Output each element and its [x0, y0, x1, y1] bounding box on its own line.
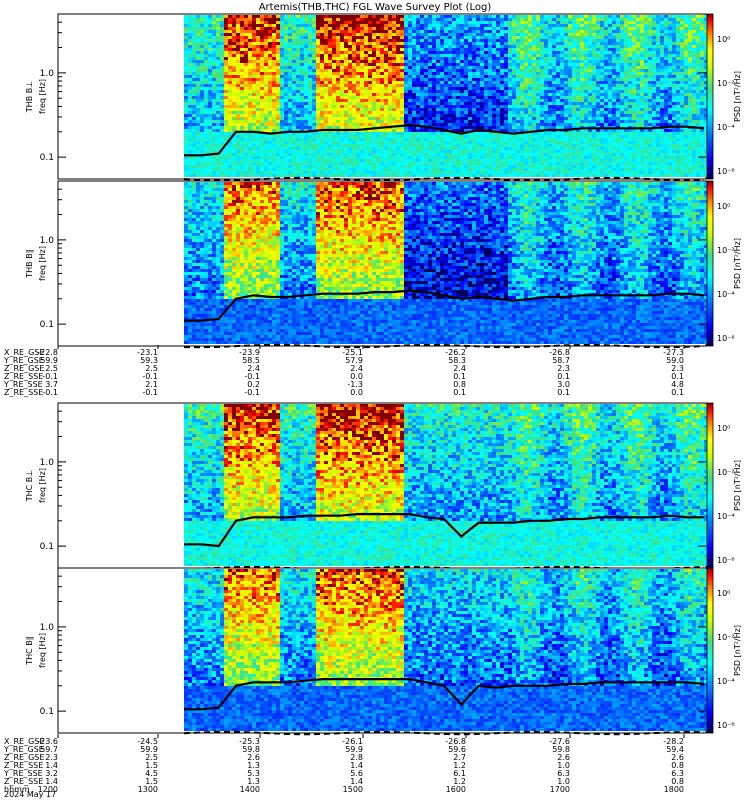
chart-title: Artemis(THB,THC) FGL Wave Survey Plot (L… [259, 2, 492, 13]
colorbar-tick-label: 10⁻² [717, 633, 735, 642]
ephemeris-label: Z_RE_SSE [4, 388, 43, 397]
colorbar-label: PSD [nT²/Hz] [733, 71, 742, 122]
colorbar-tick-label: 10⁻⁴ [717, 123, 735, 132]
y-tick-label: 0.1 [40, 707, 54, 717]
colorbar [707, 568, 713, 733]
ephemeris-value: -0.1 [142, 388, 158, 397]
ephemeris-value: -0.1 [42, 388, 58, 397]
colorbar-tick-label: 10⁻⁶ [717, 334, 735, 343]
y-tick-label: 1.0 [40, 623, 55, 633]
colorbar-tick-label: 10⁻⁴ [717, 677, 735, 686]
colorbar-label: PSD [nT²/Hz] [733, 625, 742, 676]
panel-yunit: freq [Hz] [38, 633, 47, 668]
colorbar-tick-label: 10⁻² [717, 246, 735, 255]
y-tick-label: 0.1 [40, 153, 54, 163]
panel-ylabel: THB B⊥ [25, 81, 34, 113]
panel-ylabel: THB B∥ [25, 249, 34, 278]
panel-ylabel: THC B∥ [25, 636, 34, 666]
colorbar [707, 14, 713, 179]
colorbar-tick-label: 10⁻⁶ [717, 167, 735, 176]
spectrogram-cells [184, 182, 708, 344]
y-tick-label: 0.1 [40, 542, 54, 552]
ephemeris-value: 1500 [343, 785, 363, 794]
panel-2: 1.0 0.1 THB B∥ freq [Hz] 10⁰ 10⁻² 10⁻⁴ 10⁻⁶ PSD … [25, 181, 742, 347]
y-tick-label: 1.0 [40, 69, 55, 79]
ephemeris-thc: X_RE_GSEY_RE_GSEZ_RE_GSEZ_RE_SSEY_RE_SSE… [3, 734, 684, 794]
spectrogram-cells [184, 404, 708, 566]
date-label: 2024 May 17 [4, 790, 56, 799]
colorbar-label: PSD [nT²/Hz] [733, 238, 742, 289]
colorbar-tick-label: 10⁻⁴ [717, 512, 735, 521]
colorbar-tick-label: 10⁻⁶ [717, 556, 735, 565]
y-tick-label: 1.0 [40, 458, 55, 468]
colorbar [707, 403, 713, 568]
ephemeris-value: -0.1 [244, 388, 260, 397]
panel-4: 1.0 0.1 THC B∥ freq [Hz] 10⁰ 10⁻² 10⁻⁴ 10⁻⁶ PSD … [25, 568, 742, 734]
ephemeris-value: 0.0 [350, 388, 363, 397]
colorbar-tick-label: 10⁰ [717, 202, 730, 211]
panel-3: 1.0 0.1 THC B⊥ freq [Hz] 10⁰ 10⁻² 10⁻⁴ 10⁻⁶ PSD … [25, 403, 742, 569]
colorbar-tick-label: 10⁰ [717, 589, 730, 598]
ephemeris-value: 1600 [446, 785, 466, 794]
ephemeris-value: 1300 [138, 785, 158, 794]
ephemeris-value: 0.1 [453, 388, 466, 397]
ephemeris-value: 1400 [240, 785, 260, 794]
spectrogram-cells [184, 15, 708, 177]
colorbar-tick-label: 10⁰ [717, 424, 730, 433]
y-tick-label: 1.0 [40, 236, 55, 246]
colorbar-tick-label: 10⁻⁴ [717, 290, 735, 299]
y-tick-label: 0.1 [40, 320, 54, 330]
panel-ylabel: THC B⊥ [25, 470, 34, 503]
panel-yunit: freq [Hz] [38, 79, 47, 114]
colorbar-tick-label: 10⁰ [717, 35, 730, 44]
panel-yunit: freq [Hz] [38, 468, 47, 503]
panel-1: 1.0 0.1 THB B⊥ freq [Hz] 10⁰ 10⁻² 10⁻⁴ 10⁻⁶ PSD … [25, 14, 742, 180]
panel-yunit: freq [Hz] [38, 246, 47, 281]
colorbar [707, 181, 713, 346]
ephemeris-value: 0.1 [557, 388, 570, 397]
colorbar-label: PSD [nT²/Hz] [733, 460, 742, 511]
spectrogram-cells [184, 569, 708, 731]
ephemeris-value: 1800 [664, 785, 684, 794]
ephemeris-value: 0.1 [671, 388, 684, 397]
panels-layer: 1.0 0.1 THB B⊥ freq [Hz] 10⁰ 10⁻² 10⁻⁴ 10⁻⁶ PSD … [25, 14, 742, 734]
colorbar-tick-label: 10⁻² [717, 468, 735, 477]
colorbar-tick-label: 10⁻⁶ [717, 721, 735, 730]
ephemeris-thb: X_RE_GSEY_RE_GSEZ_RE_GSEZ_RE_SSEY_RE_SSE… [3, 345, 684, 397]
colorbar-tick-label: 10⁻² [717, 79, 735, 88]
ephemeris-value: 1700 [550, 785, 570, 794]
